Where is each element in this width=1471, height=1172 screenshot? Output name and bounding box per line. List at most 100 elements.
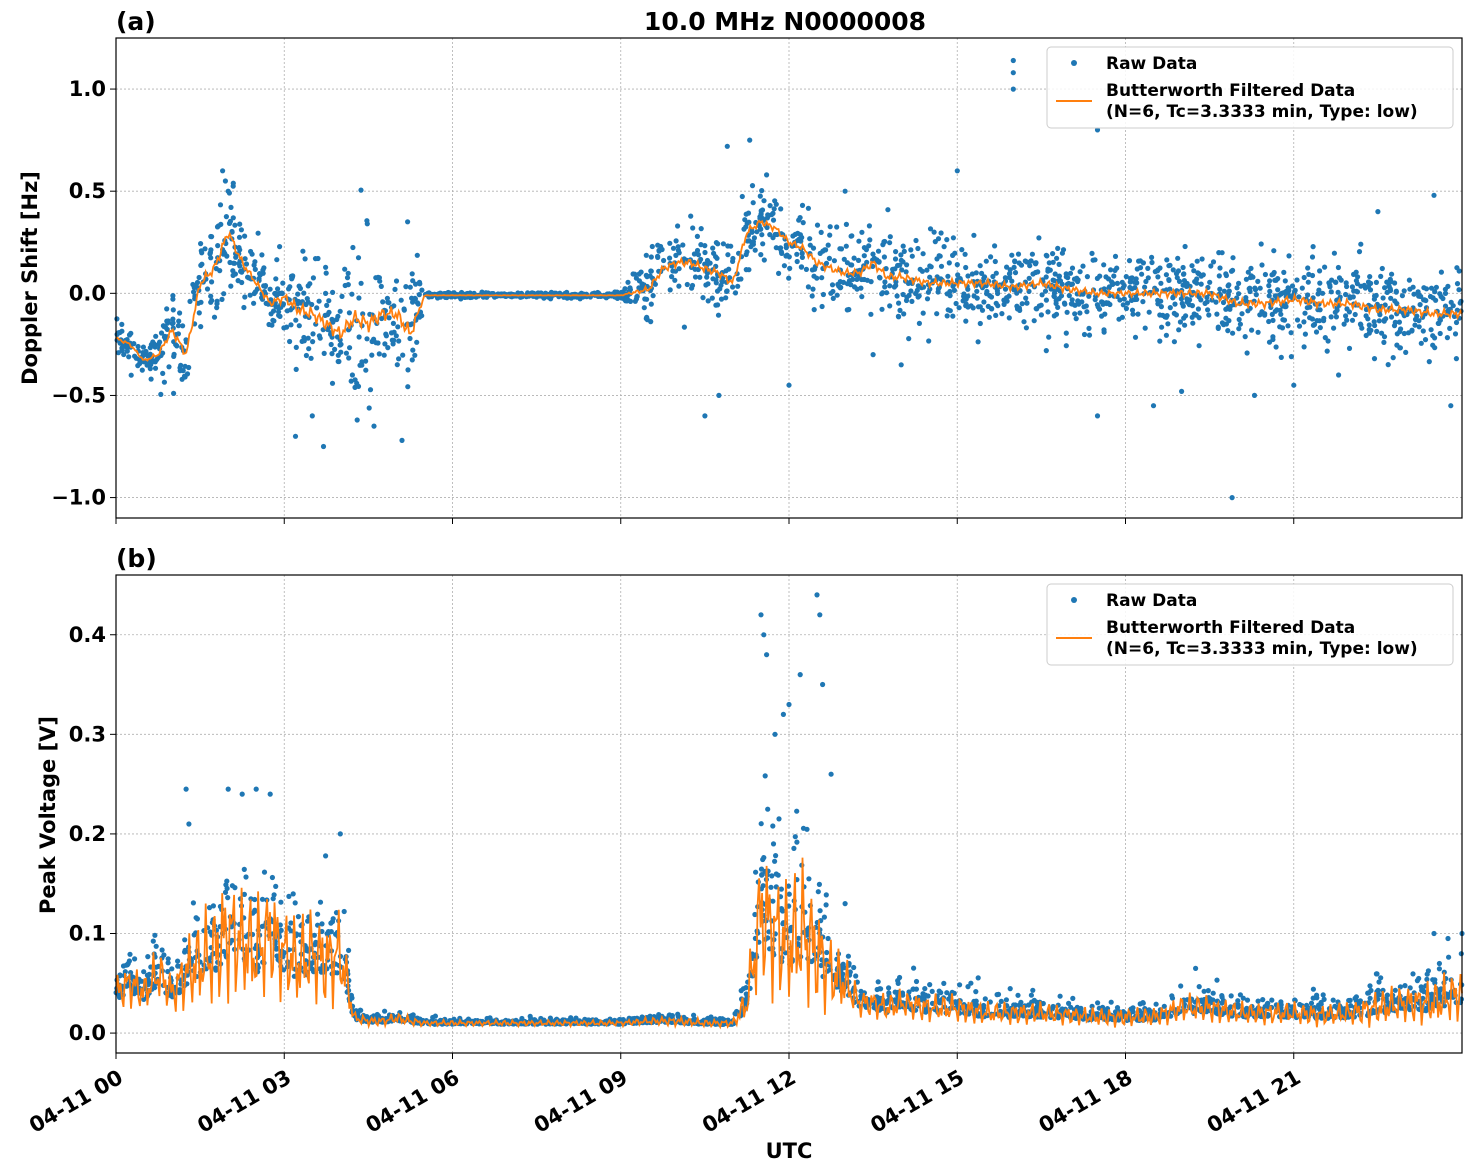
raw-data-point: [349, 372, 355, 378]
raw-data-point: [975, 304, 982, 310]
raw-data-point: [1165, 321, 1171, 327]
raw-data-point: [198, 324, 204, 330]
raw-data-point: [817, 250, 823, 256]
raw-data-point: [1170, 267, 1176, 273]
raw-data-point: [542, 290, 549, 296]
panel-a-plot: −1.0−0.50.00.51.0 Doppler Shift [Hz] Raw…: [18, 37, 1464, 524]
raw-data-point: [293, 366, 299, 372]
raw-data-point: [773, 871, 779, 877]
raw-data-point: [783, 253, 789, 259]
raw-data-point: [1296, 323, 1303, 329]
raw-data-point: [1389, 271, 1395, 277]
raw-data-point: [219, 296, 225, 302]
raw-data-point: [725, 252, 731, 258]
raw-data-point: [1055, 286, 1061, 292]
raw-data-point: [1314, 318, 1320, 324]
raw-data-point: [1140, 260, 1146, 266]
raw-data-point: [1310, 995, 1316, 1001]
raw-data-point: [1167, 286, 1173, 292]
raw-data-point: [275, 286, 281, 292]
raw-data-point: [1396, 319, 1402, 325]
raw-data-point: [772, 198, 778, 204]
raw-data-point: [823, 902, 829, 908]
panel-a-y-ticks: −1.0−0.50.00.51.0: [51, 77, 116, 510]
raw-data-point: [794, 238, 801, 244]
raw-data-point: [849, 262, 855, 268]
raw-data-point: [243, 874, 249, 880]
raw-data-point: [1437, 291, 1443, 297]
raw-data-point: [986, 314, 992, 320]
raw-data-point: [1304, 1002, 1310, 1009]
legend-raw-label: Raw Data: [1106, 591, 1197, 611]
raw-data-point: [971, 232, 977, 238]
raw-data-point: [1146, 309, 1152, 315]
raw-data-point: [981, 274, 988, 280]
raw-data-point: [1120, 285, 1126, 291]
raw-data-point: [1371, 356, 1378, 362]
raw-data-point: [1112, 253, 1119, 259]
raw-data-point: [182, 374, 188, 380]
y-tick-label: 0.5: [69, 179, 106, 203]
raw-data-point: [1309, 316, 1315, 322]
raw-data-point: [965, 273, 971, 279]
raw-data-point: [1442, 290, 1449, 296]
raw-data-point: [175, 958, 181, 964]
raw-data-point: [887, 283, 893, 289]
raw-data-point: [950, 313, 956, 319]
raw-data-point: [1447, 325, 1453, 331]
raw-data-point: [1009, 252, 1015, 258]
raw-data-point: [1069, 297, 1075, 303]
filtered-data-line: [115, 219, 1463, 362]
raw-data-point: [938, 263, 945, 269]
raw-data-point: [1367, 983, 1373, 989]
raw-data-point: [1328, 289, 1334, 295]
raw-data-point: [1210, 259, 1217, 265]
raw-data-point: [330, 916, 336, 922]
raw-data-point: [230, 272, 236, 278]
raw-data-point: [277, 244, 283, 250]
raw-data-point: [414, 339, 420, 345]
raw-data-point: [1140, 299, 1146, 305]
raw-data-point: [692, 274, 699, 280]
raw-data-point: [1145, 265, 1151, 271]
raw-data-point: [691, 1012, 697, 1018]
raw-data-point: [1251, 392, 1258, 398]
raw-data-point: [273, 304, 279, 310]
raw-data-point: [778, 206, 784, 212]
raw-data-point: [1132, 285, 1138, 291]
raw-data-point: [286, 893, 292, 900]
raw-data-point: [698, 256, 704, 262]
raw-data-point: [1042, 288, 1049, 294]
raw-data-point: [1349, 317, 1356, 323]
raw-data-point: [1072, 311, 1078, 317]
raw-data-point: [160, 370, 166, 376]
raw-data-point: [312, 942, 318, 948]
raw-data-point: [893, 249, 899, 255]
raw-data-point: [1393, 289, 1399, 295]
raw-data-point: [1154, 268, 1161, 274]
raw-data-point: [395, 324, 401, 330]
raw-data-point: [204, 286, 211, 292]
raw-data-point: [1401, 330, 1407, 337]
raw-data-point: [886, 985, 892, 991]
raw-data-point: [1006, 274, 1013, 281]
raw-data-point: [1164, 257, 1170, 263]
raw-data-point: [868, 311, 874, 317]
raw-data-point: [1343, 291, 1349, 298]
raw-data-point: [1275, 287, 1281, 293]
raw-data-point: [1169, 993, 1175, 999]
raw-data-point: [1288, 330, 1294, 336]
raw-data-point: [694, 247, 701, 254]
raw-data-point: [1228, 993, 1234, 999]
raw-data-point: [1424, 971, 1430, 977]
raw-data-point: [1352, 995, 1358, 1002]
raw-data-point: [232, 885, 238, 891]
raw-data-point: [303, 352, 309, 359]
raw-data-point: [1417, 302, 1423, 308]
raw-data-point: [337, 342, 343, 348]
raw-data-point: [1267, 278, 1273, 284]
raw-data-point: [1259, 262, 1265, 268]
raw-data-point: [1384, 992, 1390, 998]
raw-data-point: [1191, 268, 1197, 274]
raw-data-point: [309, 301, 315, 308]
